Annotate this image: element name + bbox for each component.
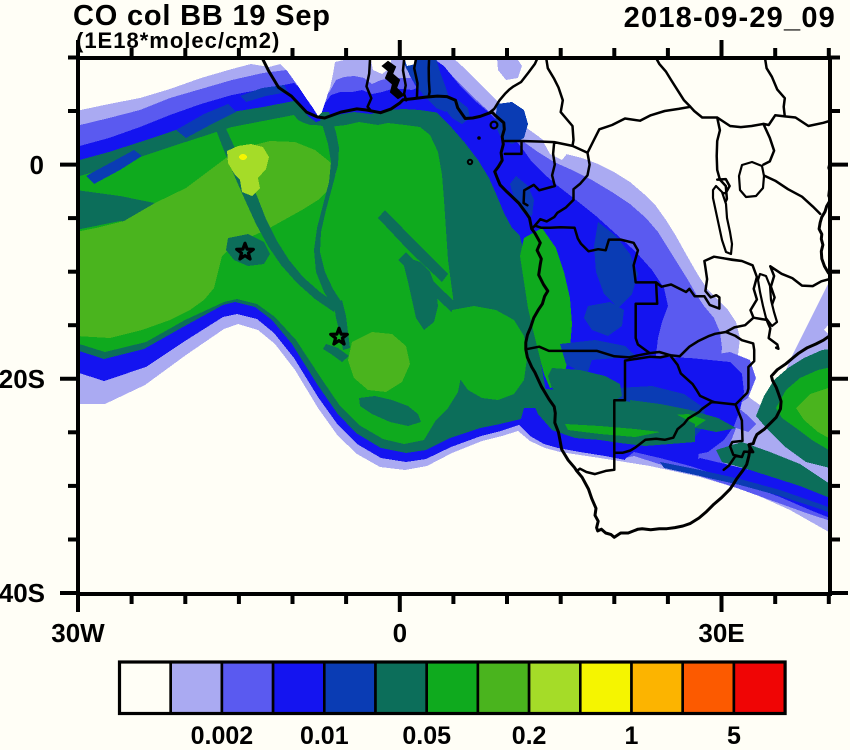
svg-text:40S: 40S: [0, 578, 45, 608]
svg-text:0.2: 0.2: [512, 722, 547, 750]
svg-text:0.05: 0.05: [402, 722, 451, 750]
svg-text:(1E18*molec/cm2): (1E18*molec/cm2): [76, 28, 280, 53]
svg-text:0: 0: [30, 150, 44, 180]
svg-text:CO col BB 19 Sep: CO col BB 19 Sep: [73, 0, 331, 32]
svg-text:5: 5: [727, 722, 741, 750]
svg-text:30W: 30W: [51, 618, 105, 648]
svg-text:20S: 20S: [0, 364, 45, 394]
svg-text:0.01: 0.01: [300, 722, 349, 750]
svg-text:30E: 30E: [698, 618, 744, 648]
svg-text:2018-09-29_09: 2018-09-29_09: [624, 2, 836, 34]
svg-text:0: 0: [393, 618, 407, 648]
svg-text:0.002: 0.002: [191, 722, 254, 750]
svg-text:1: 1: [625, 722, 639, 750]
